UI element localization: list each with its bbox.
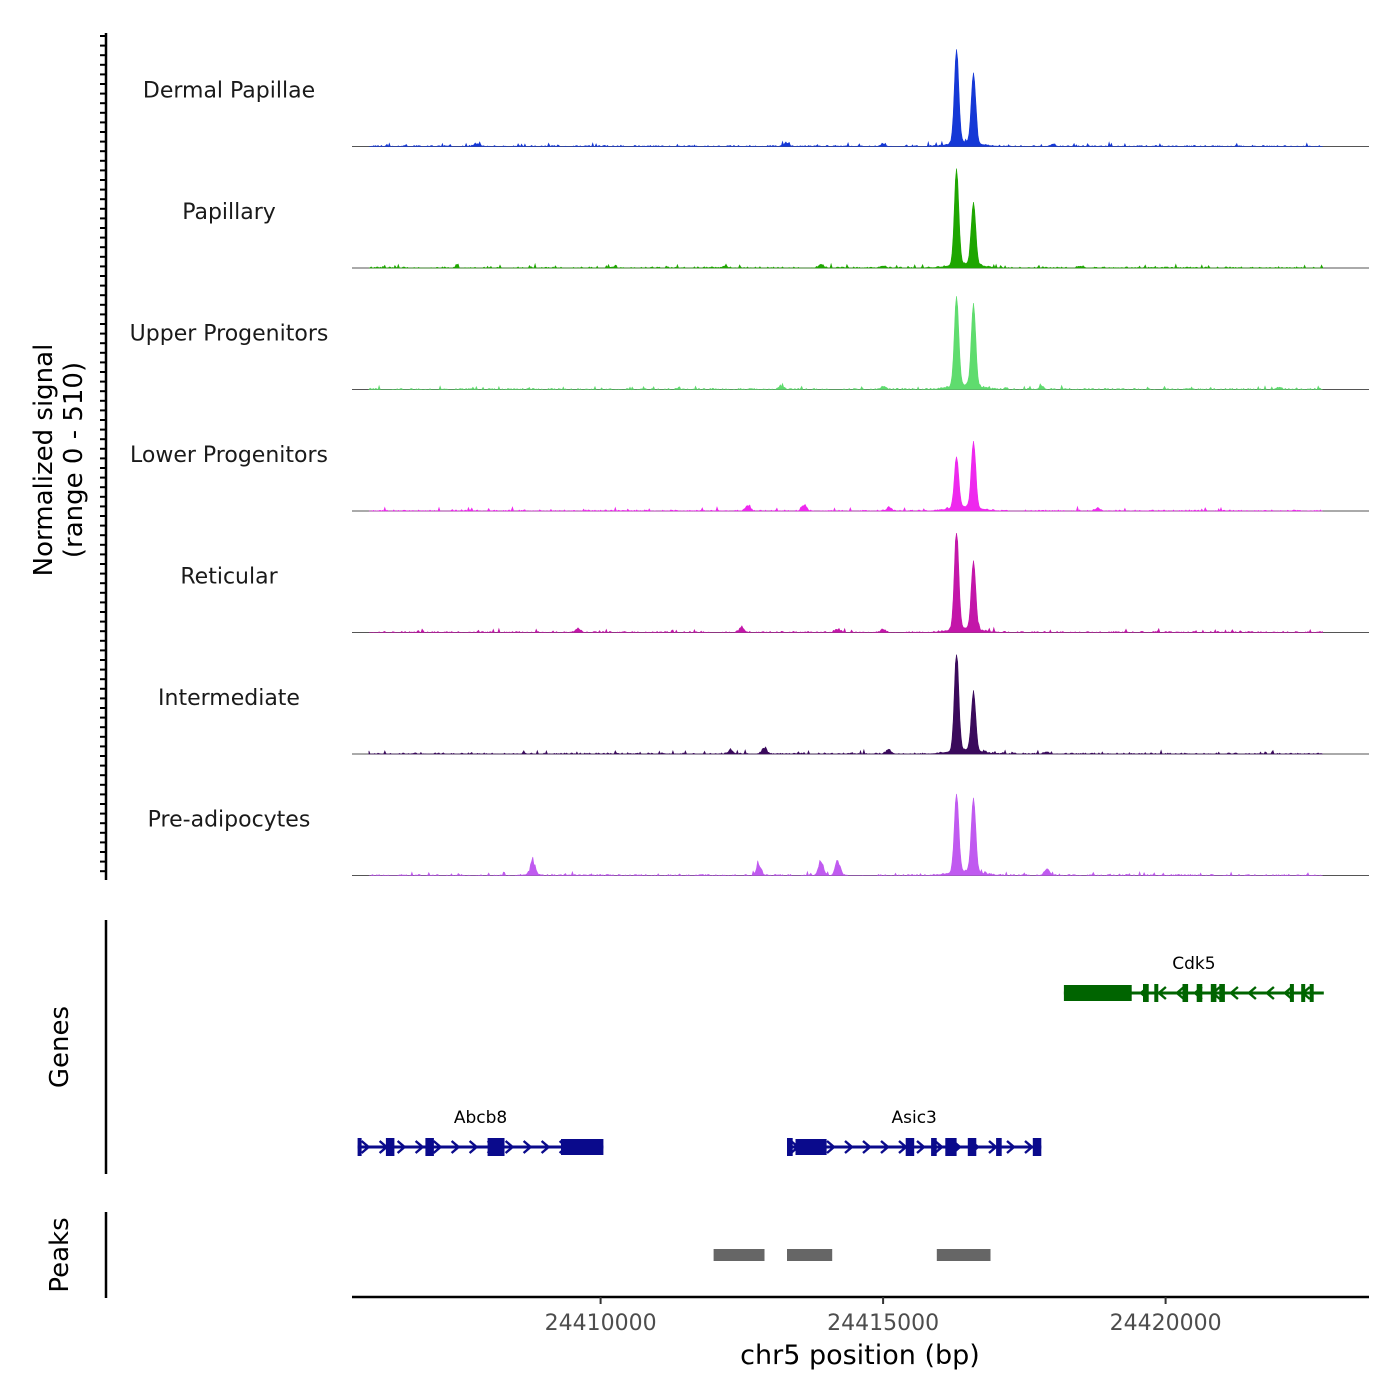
gene-exon (561, 1139, 604, 1155)
peaks-panel: Peaks (45, 1212, 991, 1298)
track-label: Upper Progenitors (130, 322, 329, 347)
gene-cdk5: Cdk5 (1063, 954, 1324, 1002)
strand-arrow (450, 1140, 461, 1154)
x-tick-label: 24410000 (545, 1311, 657, 1336)
x-axis: 24410000 24415000 24420000 chr5 position (… (352, 1295, 1369, 1371)
track-label: Pre-adipocytes (148, 808, 311, 833)
strand-arrow (1157, 986, 1167, 1000)
genes-axis-title: Genes (45, 1006, 75, 1088)
strand-arrow (504, 1140, 515, 1154)
gene-exon (795, 1139, 827, 1155)
genes-panel: Genes Cdk5 Abcb8 Asic3 (45, 920, 1324, 1174)
gene-exon (1210, 984, 1217, 1002)
gene-exon (1301, 984, 1306, 1002)
gene-exon (1309, 984, 1314, 1002)
gene-exon (787, 1138, 793, 1156)
strand-arrow (1265, 986, 1275, 1000)
track-labels: Dermal Papillae Papillary Upper Progenitor… (130, 79, 329, 833)
y-axis-title-line2: (range 0 - 510) (59, 362, 89, 558)
strand-arrow (432, 1140, 443, 1154)
strand-arrow (988, 1140, 998, 1154)
gene-exon (487, 1138, 505, 1156)
coverage-area (368, 532, 1323, 634)
gene-exon (1219, 984, 1225, 1002)
strand-arrow (1229, 986, 1239, 1000)
coverage-area (368, 441, 1323, 512)
coverage-area (368, 654, 1323, 755)
peak-region (787, 1249, 833, 1261)
gene-exon (905, 1138, 915, 1156)
coverage-area (368, 296, 1323, 391)
strand-arrow (880, 1140, 890, 1154)
y-axis-title-line1: Normalized signal (29, 344, 59, 577)
gene-exon (1182, 984, 1189, 1002)
x-axis-ticks: 24410000 24415000 24420000 (545, 1297, 1222, 1336)
gene-exon (385, 1138, 395, 1156)
strand-arrow (916, 1140, 926, 1154)
track-label: Reticular (180, 565, 278, 590)
coverage-tracks (352, 49, 1369, 877)
y-axis-ticks (100, 35, 106, 873)
strand-arrow (1006, 1140, 1016, 1154)
strand-arrow (862, 1140, 872, 1154)
gene-exon (996, 1138, 1002, 1156)
track-label: Papillary (182, 200, 276, 225)
gene-exon (1289, 984, 1294, 1002)
peaks-axis-title: Peaks (45, 1217, 75, 1292)
strand-arrow (522, 1140, 533, 1154)
strand-arrow (826, 1140, 836, 1154)
strand-arrow (540, 1140, 551, 1154)
coverage-area (368, 168, 1323, 269)
gene-exon (1032, 1138, 1042, 1156)
x-axis-title: chr5 position (bp) (740, 1340, 980, 1371)
gene-exon (967, 1138, 977, 1156)
y-axis (100, 33, 108, 880)
peak-region (936, 1249, 991, 1261)
track-label: Intermediate (158, 686, 300, 711)
strand-arrow (396, 1140, 407, 1154)
gene-exon (1196, 984, 1203, 1002)
strand-arrow (844, 1140, 854, 1154)
strand-arrow (1247, 986, 1257, 1000)
gene-exon (1154, 984, 1159, 1002)
track-label: Lower Progenitors (130, 443, 328, 468)
gene-exon (1143, 984, 1149, 1002)
strand-arrow (1175, 986, 1185, 1000)
x-tick-label: 24420000 (1110, 1311, 1222, 1336)
x-tick-label: 24415000 (827, 1311, 939, 1336)
gene-exon (1063, 985, 1132, 1001)
gene-label: Abcb8 (454, 1108, 507, 1128)
gene-asic3: Asic3 (787, 1108, 1042, 1156)
strand-arrow (360, 1140, 371, 1154)
strand-arrow (1024, 1140, 1034, 1154)
peak-region (713, 1249, 765, 1261)
gene-label: Asic3 (892, 1108, 937, 1128)
strand-arrow (934, 1140, 944, 1154)
gene-exon (357, 1138, 362, 1156)
gene-abcb8: Abcb8 (357, 1108, 604, 1156)
strand-arrow (1283, 986, 1293, 1000)
strand-arrow (414, 1140, 425, 1154)
strand-arrow (468, 1140, 479, 1154)
track-label: Dermal Papillae (143, 79, 315, 104)
coverage-area (368, 49, 1323, 148)
gene-exon (425, 1138, 434, 1156)
coverage-area (368, 793, 1323, 877)
peak-regions (713, 1249, 991, 1261)
gene-label: Cdk5 (1172, 954, 1215, 974)
y-axis-title: Normalized signal (range 0 - 510) (29, 344, 89, 577)
gene-exon (945, 1138, 957, 1156)
gene-models: Cdk5 Abcb8 Asic3 (357, 954, 1324, 1156)
gene-exon (931, 1138, 937, 1156)
